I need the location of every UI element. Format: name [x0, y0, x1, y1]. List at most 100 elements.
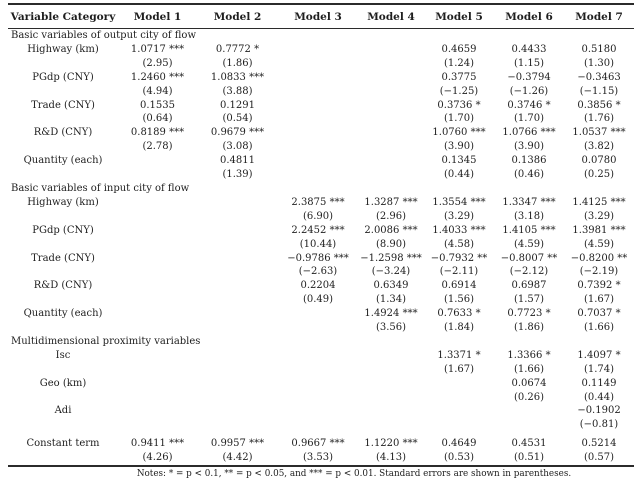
tstat-cell: (3.08): [222, 141, 253, 153]
empty-label-cell: [8, 321, 118, 335]
variable-label: Isc: [55, 349, 71, 361]
variable-label: Geo (km): [39, 377, 87, 389]
column-header-model-1: Model 1: [133, 10, 182, 23]
tstat-cell: [197, 363, 278, 377]
tstat-cell: (1.39): [222, 169, 253, 181]
tstat-cell: (0.46): [513, 169, 545, 181]
tstat-cell: (3.88): [222, 85, 253, 97]
empty-label-cell: [8, 265, 118, 279]
tstat-cell: [118, 210, 197, 224]
column-header-model-5: Model 5: [435, 10, 483, 23]
tstat-cell: (1.86): [513, 322, 545, 334]
coef-cell: [118, 154, 197, 168]
coef-cell: 0.0780: [581, 155, 617, 167]
tstat-cell: (0.26): [513, 391, 545, 403]
coef-cell: [424, 377, 494, 391]
tstat-row: (2.78) (3.08) (3.90) (3.90) (3.82): [8, 140, 634, 154]
coef-cell: 0.2204: [300, 280, 336, 292]
table-body: Basic variables of output city of flow Hi…: [8, 29, 634, 467]
section-row: Basic variables of input city of flow: [8, 182, 634, 196]
tstat-cell: [197, 391, 278, 405]
tstat-cell: (3.53): [302, 452, 334, 464]
coef-cell: [197, 404, 278, 418]
tstat-cell: [424, 418, 494, 432]
coef-cell: 1.0760 ***: [432, 127, 486, 139]
variable-label: Trade (CNY): [31, 252, 95, 264]
coef-cell: 0.4531: [511, 438, 547, 450]
tstat-cell: (−1.25): [439, 85, 479, 97]
tstat-cell: (−2.12): [509, 266, 549, 278]
variable-label: PGdp (CNY): [32, 71, 94, 83]
tstat-row: (10.44) (8.90) (4.58) (4.59) (4.59): [8, 238, 634, 252]
tstat-cell: (1.34): [375, 294, 407, 306]
coef-cell: 1.4097 *: [577, 349, 621, 361]
tstat-cell: (0.57): [583, 452, 615, 464]
coef-cell: 0.0674: [511, 377, 547, 389]
column-header-model-7: Model 7: [575, 10, 623, 23]
coef-cell: 0.9411 ***: [130, 438, 185, 450]
variable-label: Trade (CNY): [31, 99, 95, 111]
coefficient-row: Adi −0.1902: [8, 404, 634, 418]
coef-cell: 0.9957 ***: [210, 438, 265, 450]
coefficient-row: R&D (CNY) 0.8189 *** 0.9679 *** 1.0760 *** 1…: [8, 126, 634, 140]
coef-cell: 0.8189 ***: [130, 127, 185, 139]
tstat-cell: (3.18): [513, 210, 545, 222]
coef-cell: [118, 377, 197, 391]
coef-cell: 0.7723 *: [507, 308, 551, 320]
regression-results-table: Variable Category Model 1 Model 2 Model …: [8, 3, 634, 468]
coef-cell: 0.4433: [511, 43, 547, 55]
coef-cell: 1.1220 ***: [364, 438, 418, 450]
coef-cell: −0.7932 **: [430, 252, 488, 264]
tstat-row: (−2.63) (−3.24) (−2.11) (−2.12) (−2.19): [8, 265, 634, 279]
coef-cell: [197, 349, 278, 363]
tstat-cell: [118, 363, 197, 377]
coef-cell: 0.3775: [441, 71, 477, 83]
coef-cell: 1.4033 ***: [432, 224, 486, 236]
coefficient-row: Isc 1.3371 * 1.3366 * 1.4097 *: [8, 349, 634, 363]
coefficient-row: Trade (CNY) 0.1535 0.1291 0.3736 * 0.3746 * 0…: [8, 99, 634, 113]
tstat-cell: (3.90): [443, 141, 475, 153]
tstat-row: (1.67) (1.66) (1.74): [8, 363, 634, 377]
variable-label: Adi: [54, 405, 72, 417]
coef-cell: 1.4924 ***: [364, 308, 418, 320]
coef-cell: [278, 404, 358, 418]
tstat-cell: [197, 293, 278, 307]
tstat-cell: (1.86): [222, 57, 253, 69]
section-label: Multidimensional proximity variables: [11, 335, 201, 347]
coef-cell: 0.5180: [581, 43, 617, 55]
coef-cell: [358, 377, 424, 391]
coef-cell: 0.7037 *: [577, 308, 621, 320]
tstat-cell: [118, 321, 197, 335]
empty-label-cell: [8, 140, 118, 154]
coef-cell: 1.2460 ***: [130, 71, 185, 83]
tstat-cell: (4.59): [583, 238, 615, 250]
coef-cell: [118, 307, 197, 321]
empty-label-cell: [8, 238, 118, 252]
tstat-cell: (3.56): [375, 322, 407, 334]
tstat-cell: [278, 168, 358, 182]
coefficient-row: PGdp (CNY) 1.2460 *** 1.0833 *** 0.3775 −0.3…: [8, 71, 634, 85]
empty-label-cell: [8, 363, 118, 377]
empty-label-cell: [8, 293, 118, 307]
tstat-cell: [278, 112, 358, 126]
tstat-cell: (1.76): [583, 113, 615, 125]
tstat-cell: [197, 238, 278, 252]
coef-cell: [197, 252, 278, 266]
coef-cell: [278, 349, 358, 363]
coef-cell: [278, 43, 358, 57]
tstat-cell: (2.78): [142, 141, 173, 153]
coefficient-row: Constant term 0.9411 *** 0.9957 *** 0.9667 …: [8, 432, 634, 451]
coef-cell: 0.1386: [511, 155, 547, 167]
section-row: Multidimensional proximity variables: [8, 335, 634, 349]
coef-cell: 1.3371 *: [437, 349, 481, 361]
tstat-cell: (1.24): [443, 57, 475, 69]
tstat-cell: [278, 391, 358, 405]
coefficient-row: PGdp (CNY) 2.2452 *** 2.0086 *** 1.4033 ***…: [8, 224, 634, 238]
empty-label-cell: [8, 112, 118, 126]
tstat-cell: [494, 418, 564, 432]
tstat-cell: (1.74): [583, 363, 615, 375]
coef-cell: [278, 126, 358, 140]
tstat-cell: [358, 85, 424, 99]
coefficient-row: Highway (km) 1.0717 *** 0.7772 * 0.4659 0.44…: [8, 43, 634, 57]
tstat-cell: (1.84): [443, 322, 475, 334]
